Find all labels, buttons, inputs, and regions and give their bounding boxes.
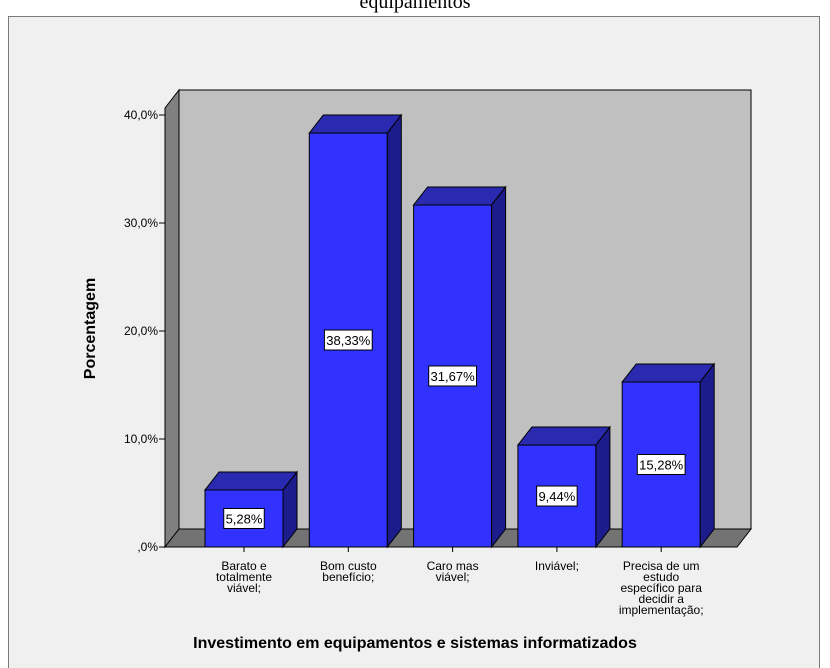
bar-top (516, 426, 611, 446)
data-label-box (323, 329, 373, 351)
y-tick-label: 40,0% (124, 108, 158, 122)
bar-side (699, 362, 715, 549)
data-label-text: 5,28% (226, 511, 263, 526)
data-label-box (636, 453, 686, 475)
data-label-text: 38,33% (326, 333, 371, 348)
bar-side (386, 113, 402, 549)
x-axis-title: Investimento em equipamentos e sistemas … (193, 635, 637, 652)
data-label-text: 9,44% (538, 489, 575, 504)
data-labels: 5,28% 38,33% 31,67% 9,44% 15,28% (223, 329, 686, 529)
y-axis: ,0% 10,0% 20,0% 30,0% 40,0% (124, 108, 166, 554)
category-label: Inviável; (535, 559, 579, 573)
data-label-box (536, 485, 578, 507)
data-label: 31,67% (428, 365, 478, 387)
data-label-text: 15,28% (639, 457, 684, 472)
bar-top (621, 363, 716, 383)
bar-side (595, 425, 611, 549)
bar-top (412, 186, 507, 206)
bar (203, 470, 299, 549)
category-labels: Barato e totalmente viável; Bom custo benefí… (216, 547, 704, 617)
data-label: 38,33% (323, 329, 373, 351)
category-label: Caro mas viável; (427, 559, 479, 584)
category-label: Bom custo benefício; (320, 559, 377, 584)
bar-top (203, 471, 299, 491)
side-wall (164, 88, 180, 549)
top-caption: equipamentos (359, 0, 471, 13)
bar-side (282, 470, 298, 549)
chart-frame: ,0% 10,0% 20,0% 30,0% 40,0% 5,28% 38,33% 31,67… (8, 16, 820, 668)
bar-top (308, 114, 403, 134)
data-label-box (223, 507, 265, 529)
y-tick-label: 10,0% (124, 432, 158, 446)
bar (621, 362, 716, 549)
y-axis-title: Porcentagem (82, 278, 99, 379)
y-tick-label: 20,0% (124, 324, 158, 338)
bar (516, 425, 611, 549)
data-label: 15,28% (636, 453, 686, 475)
y-tick-label: ,0% (137, 540, 158, 554)
category-label: Barato e totalmente viável; (216, 559, 272, 595)
data-label-box (428, 365, 478, 387)
bar-chart: ,0% 10,0% 20,0% 30,0% 40,0% 5,28% 38,33% 31,67… (82, 88, 753, 652)
data-label-text: 31,67% (431, 369, 476, 384)
data-label: 9,44% (536, 485, 578, 507)
bar-side (491, 185, 507, 549)
data-label: 5,28% (223, 507, 265, 529)
category-label: Precisa de um estudo específico para decidi… (619, 559, 704, 617)
y-tick-label: 30,0% (124, 216, 158, 230)
